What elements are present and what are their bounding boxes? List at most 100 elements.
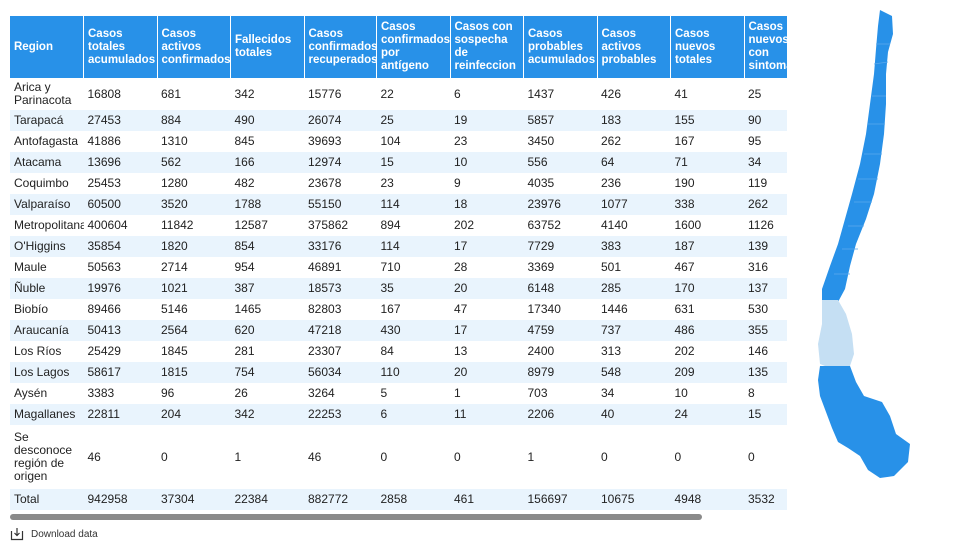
value-cell: 0 [380,449,388,464]
cases-table: Region Casos totales acumulados Casos ac… [10,16,787,510]
value-cell: 2858 [376,489,450,510]
value-cell: 11842 [161,218,194,232]
region-name-cell: Metropolitana [14,218,84,232]
value-cell: 50413 [83,320,157,341]
value-cell: 1437 [527,86,555,101]
column-header[interactable]: Casos nuevos totales [670,16,745,78]
chile-regions-map[interactable] [790,4,930,484]
value-cell: 1280 [161,176,188,190]
value-cell: 338 [670,194,744,215]
region-magallanes-shape [818,366,910,478]
region-name-cell: Magallanes [10,404,84,425]
value-cell: 41886 [87,134,121,148]
value-cell: 387 [230,278,304,299]
value-cell: 0 [601,449,608,464]
value-cell: 23976 [523,194,597,215]
value-cell: 25429 [87,344,121,358]
column-header[interactable]: Casos activos confirmados [157,16,231,78]
value-cell: 114 [376,194,450,215]
value-cell: 35854 [83,236,157,257]
value-cell: 1815 [157,362,231,383]
region-name-cell: Maule [14,260,47,274]
table-row: Araucanía 50413 2564 620 47218 430 17 4759 737 48… [10,320,787,341]
table-row: O'Higgins 35854 1820 854 33176 114 17 7729 383 18… [10,236,787,257]
value-cell: 137 [744,278,787,299]
value-cell: 190 [674,176,695,190]
value-cell: 316 [748,260,769,274]
column-header[interactable]: Region [10,16,84,78]
value-cell: 12974 [304,152,377,173]
value-cell: 8979 [523,362,597,383]
value-cell: 4948 [670,489,744,510]
column-header[interactable]: Casos activos probables [597,16,671,78]
region-name-cell: Coquimbo [14,176,69,190]
value-cell: 845 [234,134,255,148]
value-cell: 22384 [230,489,304,510]
value-cell: 166 [230,152,304,173]
table-total-row: Total 942958 37304 22384 882772 2858 461 156697… [10,489,787,510]
value-cell: 461 [450,489,524,510]
download-data-button[interactable]: Download data [10,526,98,542]
region-name-cell: Valparaíso [10,194,84,215]
value-cell: 41 [674,86,688,101]
value-cell: 4140 [601,218,628,232]
value-cell: 1 [454,386,461,400]
value-cell: 4759 [523,320,597,341]
table-row: Tarapacá 27453 884 490 26074 25 19 5857 183 155 90 [10,110,787,131]
data-table-container[interactable]: Region Casos totales acumulados Casos ac… [10,16,787,512]
column-header[interactable]: Fallecidos totales [230,16,305,78]
value-cell: 15776 [308,86,342,101]
value-cell: 262 [744,194,787,215]
value-cell: 96 [161,386,175,400]
value-cell: 167 [674,134,695,148]
value-cell: 22811 [83,404,157,425]
download-data-label: Download data [31,528,98,540]
column-header[interactable]: Casos nuevos con sintomas [744,16,787,78]
value-cell: 209 [670,362,744,383]
value-cell: 467 [674,260,695,274]
column-header[interactable]: Casos probables acumulados [523,16,598,78]
region-name-cell: Los Lagos [10,362,84,383]
value-cell: 25 [376,110,450,131]
value-cell: 313 [601,344,622,358]
region-name-cell: Tarapacá [10,110,84,131]
value-cell: 27453 [83,110,157,131]
table-row: Coquimbo 25453 1280 482 23678 23 9 4035 236 190 11… [10,173,787,194]
value-cell: 22253 [304,404,377,425]
value-cell: 23 [454,134,468,148]
value-cell: 56034 [304,362,377,383]
value-cell: 754 [230,362,304,383]
table-row: Los Ríos 25429 1845 281 23307 84 13 2400 313 202 1… [10,341,787,362]
value-cell: 28 [454,260,468,274]
value-cell: 4035 [527,176,555,190]
column-header[interactable]: Casos totales acumulados [83,16,158,78]
value-cell: 1021 [157,278,231,299]
value-cell: 10 [450,152,524,173]
value-cell: 10675 [597,489,671,510]
value-cell: 37304 [157,489,231,510]
value-cell: 1465 [234,302,262,316]
table-row: Magallanes 22811 204 342 22253 6 11 2206 40 24 15 [10,404,787,425]
value-cell: 5 [380,386,388,400]
horizontal-scrollbar[interactable] [10,514,702,520]
column-header[interactable]: Casos con sospecha de reinfeccion [450,16,524,78]
column-header[interactable]: Casos confirmados por antígeno [376,16,451,78]
value-cell: 3383 [87,386,115,400]
value-cell: 23307 [308,344,342,358]
value-cell: 95 [748,134,762,148]
value-cell: 104 [380,134,401,148]
region-north-shape [822,10,893,302]
value-cell: 954 [234,260,255,274]
value-cell: 882772 [304,489,377,510]
value-cell: 15 [376,152,450,173]
region-name-cell: Se desconoce región de origen [14,430,73,483]
region-aysen-shape [818,300,854,368]
value-cell: 1600 [674,218,702,232]
value-cell: 11 [450,404,524,425]
value-cell: 46 [308,449,322,464]
value-cell: 281 [234,344,255,358]
value-cell: 39693 [308,134,342,148]
column-header[interactable]: Casos confirmados recuperados [304,16,377,78]
table-row: Los Lagos 58617 1815 754 56034 110 20 8979 548 20… [10,362,787,383]
value-cell: 90 [744,110,787,131]
